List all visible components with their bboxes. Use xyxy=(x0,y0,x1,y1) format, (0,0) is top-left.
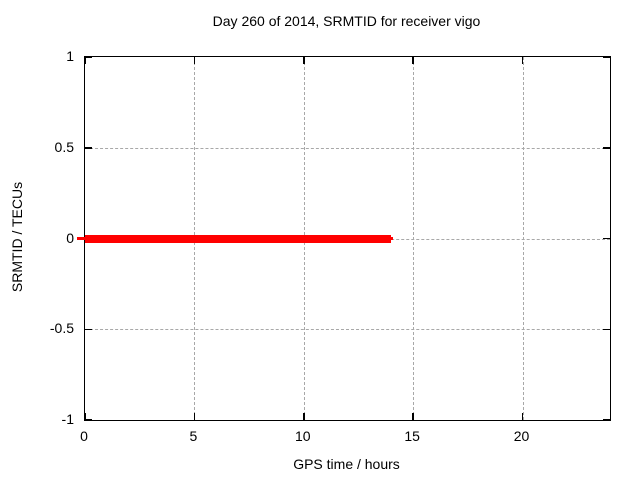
y-tick-mark xyxy=(85,56,92,58)
x-tick-mark xyxy=(84,57,86,64)
x-tick-mark xyxy=(303,57,305,64)
y-tick-label: 0.5 xyxy=(54,138,74,155)
x-tick-mark xyxy=(193,413,196,420)
y-tick-mark xyxy=(85,328,92,330)
x-tick-label: 15 xyxy=(404,428,420,444)
y-tick-label: 0 xyxy=(66,229,74,246)
x-axis-label: GPS time / hours xyxy=(293,456,400,472)
y-gridline xyxy=(85,329,610,331)
y-tick-label: -0.5 xyxy=(49,320,74,337)
y-gridline xyxy=(85,147,610,149)
x-tick-mark xyxy=(303,413,305,420)
x-tick-mark xyxy=(521,413,524,420)
y-tick-mark xyxy=(85,147,92,149)
chart-title: Day 260 of 2014, SRMTID for receiver vig… xyxy=(212,13,481,29)
x-tick-mark xyxy=(193,57,196,64)
y-tick-mark xyxy=(603,237,610,240)
y-tick-mark xyxy=(603,328,610,330)
y-tick-mark xyxy=(85,419,92,421)
x-tick-mark xyxy=(84,413,86,420)
x-tick-mark xyxy=(412,57,414,64)
y-tick-mark xyxy=(603,56,610,58)
plot-area xyxy=(77,56,611,421)
y-tick-mark xyxy=(603,419,610,421)
y-tick-mark xyxy=(603,147,610,149)
series-line xyxy=(85,234,392,243)
x-tick-label: 10 xyxy=(294,428,311,444)
x-tick-label: 0 xyxy=(80,428,88,444)
x-tick-mark xyxy=(521,57,524,64)
x-tick-mark xyxy=(412,413,414,420)
y-tick-label: 1 xyxy=(66,48,74,64)
x-tick-label: 5 xyxy=(189,428,198,444)
x-tick-label: 20 xyxy=(513,428,530,444)
y-tick-label: -1 xyxy=(61,411,74,427)
